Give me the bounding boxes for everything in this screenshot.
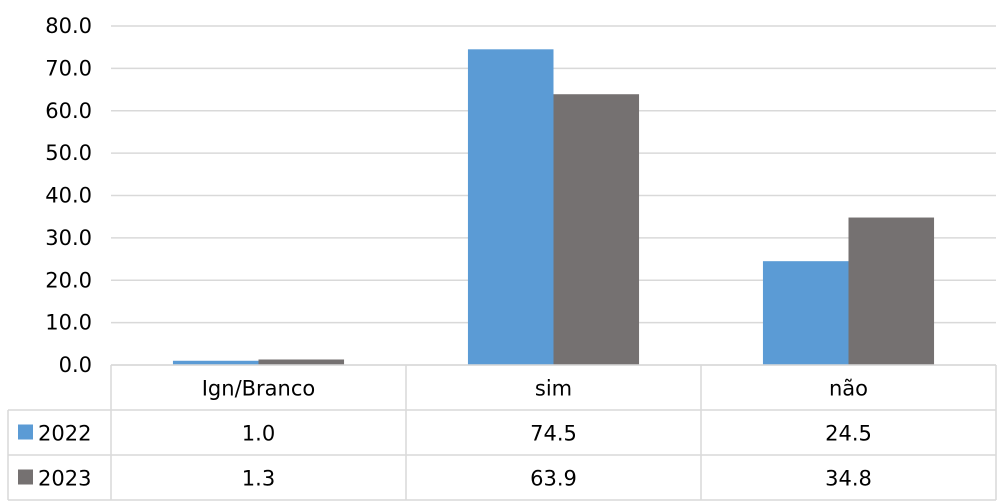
data-table-value: 74.5 [530, 422, 577, 446]
bar-2022-n-o [762, 261, 849, 365]
y-tick-label: 20.0 [45, 268, 92, 292]
bar-2023-ign-branco [258, 359, 345, 365]
category-label: não [829, 377, 868, 401]
legend-key-2022 [18, 424, 33, 440]
data-table-value: 63.9 [530, 467, 577, 491]
category-label: sim [535, 377, 572, 401]
bar-2022-ign-branco [172, 360, 259, 365]
series-label: 2022 [38, 422, 91, 446]
y-tick-label: 0.0 [59, 353, 92, 377]
bar-2022-sim [467, 49, 554, 366]
bar-2023-sim [553, 94, 640, 365]
y-tick-label: 30.0 [45, 226, 92, 250]
data-table-value: 1.3 [242, 467, 275, 491]
y-tick-label: 40.0 [45, 184, 92, 208]
y-tick-label: 80.0 [45, 14, 92, 38]
y-tick-label: 10.0 [45, 311, 92, 335]
legend-key-2023 [18, 469, 33, 485]
data-table: Ign/Branco sim não 2022 1.0 74.5 24.5 2023 1.3 63… [7, 364, 997, 501]
series-label: 2023 [38, 467, 91, 491]
data-table-value: 1.0 [242, 422, 275, 446]
bar-2023-n-o [848, 217, 935, 365]
bars [172, 49, 935, 366]
y-tick-label: 70.0 [45, 56, 92, 80]
y-tick-label: 60.0 [45, 99, 92, 123]
y-tick-label: 50.0 [45, 141, 92, 165]
category-label: Ign/Branco [202, 377, 316, 401]
data-table-value: 24.5 [825, 422, 872, 446]
data-table-value: 34.8 [825, 467, 872, 491]
y-axis-tick-labels: 0.0 10.0 20.0 30.0 40.0 50.0 60.0 70.0 80.0 [45, 14, 92, 377]
